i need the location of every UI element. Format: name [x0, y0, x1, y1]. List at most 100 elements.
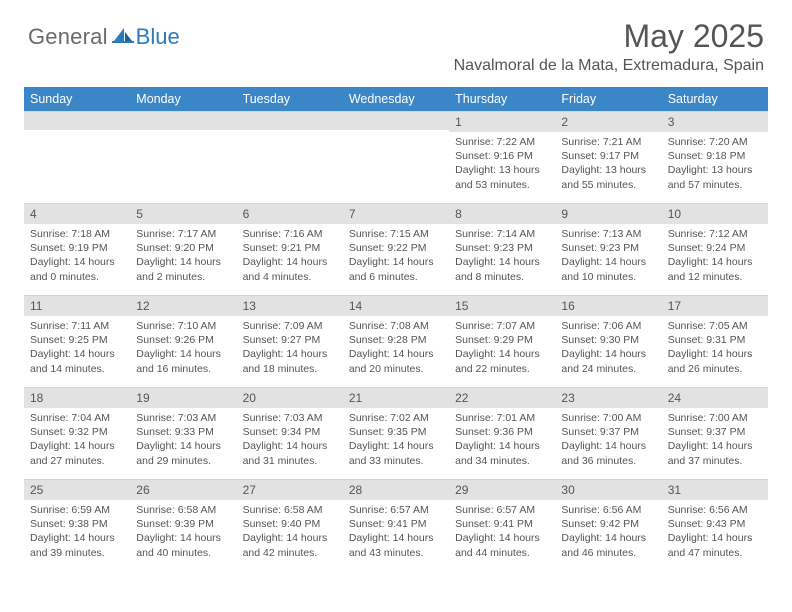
sunrise-text: Sunrise: 7:01 AM: [455, 411, 549, 425]
calendar-day-cell: 17Sunrise: 7:05 AMSunset: 9:31 PMDayligh…: [662, 295, 768, 387]
sunset-text: Sunset: 9:43 PM: [668, 517, 762, 531]
day-number: 14: [343, 295, 449, 316]
calendar-week-row: 25Sunrise: 6:59 AMSunset: 9:38 PMDayligh…: [24, 479, 768, 571]
day-details: Sunrise: 6:56 AMSunset: 9:43 PMDaylight:…: [662, 500, 768, 564]
day-number: 6: [237, 203, 343, 224]
calendar-day-cell: 3Sunrise: 7:20 AMSunset: 9:18 PMDaylight…: [662, 111, 768, 203]
daylight-text: Daylight: 14 hours and 4 minutes.: [243, 255, 337, 283]
calendar-day-cell: 28Sunrise: 6:57 AMSunset: 9:41 PMDayligh…: [343, 479, 449, 571]
calendar-day-cell: 9Sunrise: 7:13 AMSunset: 9:23 PMDaylight…: [555, 203, 661, 295]
calendar-day-cell: 30Sunrise: 6:56 AMSunset: 9:42 PMDayligh…: [555, 479, 661, 571]
daylight-text: Daylight: 14 hours and 40 minutes.: [136, 531, 230, 559]
calendar-day-cell: [130, 111, 236, 203]
day-number: 23: [555, 387, 661, 408]
sunset-text: Sunset: 9:38 PM: [30, 517, 124, 531]
day-number: 27: [237, 479, 343, 500]
calendar-week-row: 11Sunrise: 7:11 AMSunset: 9:25 PMDayligh…: [24, 295, 768, 387]
day-number: 28: [343, 479, 449, 500]
calendar-day-cell: 6 Sunrise: 7:16 AMSunset: 9:21 PMDaylight…: [237, 203, 343, 295]
day-details: Sunrise: 7:08 AMSunset: 9:28 PMDaylight:…: [343, 316, 449, 380]
sunrise-text: Sunrise: 7:04 AM: [30, 411, 124, 425]
day-details: Sunrise: 7:04 AMSunset: 9:32 PMDaylight:…: [24, 408, 130, 472]
calendar-day-cell: 26Sunrise: 6:58 AMSunset: 9:39 PMDayligh…: [130, 479, 236, 571]
sunrise-text: Sunrise: 7:00 AM: [561, 411, 655, 425]
day-number: 21: [343, 387, 449, 408]
sunrise-text: Sunrise: 6:56 AM: [668, 503, 762, 517]
calendar-day-cell: 22Sunrise: 7:01 AMSunset: 9:36 PMDayligh…: [449, 387, 555, 479]
daylight-text: Daylight: 13 hours and 57 minutes.: [668, 163, 762, 191]
sunset-text: Sunset: 9:23 PM: [455, 241, 549, 255]
daylight-text: Daylight: 14 hours and 20 minutes.: [349, 347, 443, 375]
weekday-header: Friday: [555, 87, 661, 111]
day-number: 1: [449, 111, 555, 132]
sunset-text: Sunset: 9:32 PM: [30, 425, 124, 439]
day-number: 13: [237, 295, 343, 316]
sunset-text: Sunset: 9:41 PM: [349, 517, 443, 531]
day-details: Sunrise: 6:57 AMSunset: 9:41 PMDaylight:…: [449, 500, 555, 564]
daylight-text: Daylight: 13 hours and 55 minutes.: [561, 163, 655, 191]
weekday-header: Saturday: [662, 87, 768, 111]
calendar-day-cell: 1Sunrise: 7:22 AMSunset: 9:16 PMDaylight…: [449, 111, 555, 203]
day-number: [24, 111, 130, 130]
day-number: 4: [24, 203, 130, 224]
day-details: Sunrise: 6:56 AMSunset: 9:42 PMDaylight:…: [555, 500, 661, 564]
daylight-text: Daylight: 14 hours and 6 minutes.: [349, 255, 443, 283]
calendar-day-cell: 18Sunrise: 7:04 AMSunset: 9:32 PMDayligh…: [24, 387, 130, 479]
calendar-day-cell: 11Sunrise: 7:11 AMSunset: 9:25 PMDayligh…: [24, 295, 130, 387]
day-details: Sunrise: 7:06 AMSunset: 9:30 PMDaylight:…: [555, 316, 661, 380]
calendar-day-cell: 24Sunrise: 7:00 AMSunset: 9:37 PMDayligh…: [662, 387, 768, 479]
sunrise-text: Sunrise: 7:13 AM: [561, 227, 655, 241]
daylight-text: Daylight: 14 hours and 39 minutes.: [30, 531, 124, 559]
daylight-text: Daylight: 14 hours and 12 minutes.: [668, 255, 762, 283]
calendar-day-cell: 7Sunrise: 7:15 AMSunset: 9:22 PMDaylight…: [343, 203, 449, 295]
day-number: 8: [449, 203, 555, 224]
day-details: Sunrise: 7:14 AMSunset: 9:23 PMDaylight:…: [449, 224, 555, 288]
daylight-text: Daylight: 14 hours and 46 minutes.: [561, 531, 655, 559]
day-details: Sunrise: 6:58 AMSunset: 9:39 PMDaylight:…: [130, 500, 236, 564]
brand-blue: Blue: [136, 24, 180, 50]
sunrise-text: Sunrise: 7:15 AM: [349, 227, 443, 241]
sunset-text: Sunset: 9:39 PM: [136, 517, 230, 531]
sunset-text: Sunset: 9:36 PM: [455, 425, 549, 439]
day-number: 12: [130, 295, 236, 316]
sunrise-text: Sunrise: 7:00 AM: [668, 411, 762, 425]
sunset-text: Sunset: 9:33 PM: [136, 425, 230, 439]
day-details: Sunrise: 7:11 AMSunset: 9:25 PMDaylight:…: [24, 316, 130, 380]
daylight-text: Daylight: 14 hours and 34 minutes.: [455, 439, 549, 467]
daylight-text: Daylight: 14 hours and 24 minutes.: [561, 347, 655, 375]
daylight-text: Daylight: 14 hours and 33 minutes.: [349, 439, 443, 467]
calendar-day-cell: [343, 111, 449, 203]
sunrise-text: Sunrise: 7:06 AM: [561, 319, 655, 333]
calendar-day-cell: 14Sunrise: 7:08 AMSunset: 9:28 PMDayligh…: [343, 295, 449, 387]
day-number: 3: [662, 111, 768, 132]
calendar-day-cell: 19Sunrise: 7:03 AMSunset: 9:33 PMDayligh…: [130, 387, 236, 479]
sunrise-text: Sunrise: 7:03 AM: [136, 411, 230, 425]
day-details: Sunrise: 7:17 AMSunset: 9:20 PMDaylight:…: [130, 224, 236, 288]
calendar-day-cell: 13Sunrise: 7:09 AMSunset: 9:27 PMDayligh…: [237, 295, 343, 387]
calendar-table: SundayMondayTuesdayWednesdayThursdayFrid…: [24, 87, 768, 571]
sunrise-text: Sunrise: 7:10 AM: [136, 319, 230, 333]
sunrise-text: Sunrise: 7:17 AM: [136, 227, 230, 241]
header-titles: May 2025 Navalmoral de la Mata, Extremad…: [454, 18, 764, 75]
day-details: Sunrise: 6:59 AMSunset: 9:38 PMDaylight:…: [24, 500, 130, 564]
calendar-day-cell: 16Sunrise: 7:06 AMSunset: 9:30 PMDayligh…: [555, 295, 661, 387]
day-details: Sunrise: 7:00 AMSunset: 9:37 PMDaylight:…: [555, 408, 661, 472]
calendar-week-row: 18Sunrise: 7:04 AMSunset: 9:32 PMDayligh…: [24, 387, 768, 479]
daylight-text: Daylight: 14 hours and 0 minutes.: [30, 255, 124, 283]
sunrise-text: Sunrise: 6:56 AM: [561, 503, 655, 517]
daylight-text: Daylight: 14 hours and 31 minutes.: [243, 439, 337, 467]
weekday-header: Wednesday: [343, 87, 449, 111]
sunrise-text: Sunrise: 7:16 AM: [243, 227, 337, 241]
sunrise-text: Sunrise: 6:59 AM: [30, 503, 124, 517]
calendar-day-cell: 31Sunrise: 6:56 AMSunset: 9:43 PMDayligh…: [662, 479, 768, 571]
sunset-text: Sunset: 9:21 PM: [243, 241, 337, 255]
calendar-day-cell: 15Sunrise: 7:07 AMSunset: 9:29 PMDayligh…: [449, 295, 555, 387]
day-number: 18: [24, 387, 130, 408]
calendar-day-cell: 23Sunrise: 7:00 AMSunset: 9:37 PMDayligh…: [555, 387, 661, 479]
calendar-week-row: 4Sunrise: 7:18 AMSunset: 9:19 PMDaylight…: [24, 203, 768, 295]
daylight-text: Daylight: 14 hours and 44 minutes.: [455, 531, 549, 559]
brand-logo: General Blue: [28, 18, 180, 50]
day-details: Sunrise: 7:22 AMSunset: 9:16 PMDaylight:…: [449, 132, 555, 196]
calendar-day-cell: 29Sunrise: 6:57 AMSunset: 9:41 PMDayligh…: [449, 479, 555, 571]
daylight-text: Daylight: 14 hours and 37 minutes.: [668, 439, 762, 467]
